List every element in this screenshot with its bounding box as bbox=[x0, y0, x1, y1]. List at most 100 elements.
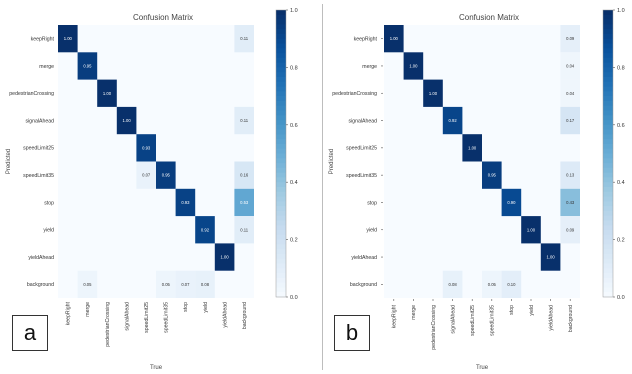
colorbar-segment bbox=[603, 177, 613, 183]
cell-value-label: 0.07 bbox=[142, 173, 151, 178]
x-tick-label: yield bbox=[203, 302, 209, 313]
colorbar-tick-label: 1.0 bbox=[290, 8, 298, 14]
colorbar-segment bbox=[276, 19, 286, 25]
cell-value-label: 0.08 bbox=[201, 282, 210, 287]
y-axis-label: Predicted bbox=[6, 149, 12, 174]
colorbar-segment bbox=[603, 163, 613, 169]
colorbar-segment bbox=[276, 43, 286, 49]
y-tick-label: stop bbox=[367, 200, 377, 206]
cell-value-label: 1.00 bbox=[123, 118, 132, 123]
matrix-cell bbox=[156, 270, 176, 298]
colorbar-segment bbox=[276, 48, 286, 54]
colorbar-tick-label: 1.0 bbox=[617, 8, 625, 14]
colorbar-segment bbox=[276, 287, 286, 293]
y-tick-label: speedLimit35 bbox=[346, 173, 377, 179]
colorbar-segment bbox=[276, 72, 286, 78]
matrix-cell bbox=[77, 52, 98, 80]
matrix-cell bbox=[442, 106, 463, 135]
cell-value-label: 0.08 bbox=[449, 282, 458, 287]
x-tick-label: stop bbox=[509, 305, 515, 315]
chart-title: Confusion Matrix bbox=[133, 13, 193, 22]
colorbar-segment bbox=[603, 287, 613, 293]
colorbar-segment bbox=[276, 220, 286, 226]
x-tick-label: signalAhead bbox=[450, 305, 456, 334]
colorbar-segment bbox=[276, 62, 286, 68]
colorbar-segment bbox=[276, 57, 286, 64]
y-tick-label: pedestrianCrossing bbox=[332, 91, 377, 97]
colorbar-segment bbox=[276, 186, 286, 193]
x-tick-label: keepRight bbox=[66, 301, 72, 325]
cell-value-label: 0.43 bbox=[566, 200, 575, 205]
panel-label-b: b bbox=[334, 315, 370, 351]
colorbar-segment bbox=[603, 273, 613, 279]
colorbar-segment bbox=[603, 67, 613, 73]
matrix-cell bbox=[442, 270, 463, 298]
confusion-matrix-a: Confusion Matrix 1.00 0.11 0.95 1.00 1.00 0.11… bbox=[6, 8, 298, 371]
cell-value-label: 0.13 bbox=[566, 173, 575, 178]
colorbar-segment bbox=[276, 230, 286, 236]
matrix-cell bbox=[560, 25, 580, 53]
colorbar-tick-label: 0.4 bbox=[617, 180, 625, 186]
matrix-cell bbox=[58, 25, 78, 53]
cell-value-label: 0.95 bbox=[488, 173, 497, 178]
colorbar-segment bbox=[603, 19, 613, 25]
cell-value-label: 0.05 bbox=[83, 282, 92, 287]
x-tick-label: pedestrianCrossing bbox=[105, 302, 111, 347]
colorbar-segment bbox=[276, 167, 286, 174]
y-tick-label: background bbox=[27, 282, 54, 288]
colorbar-segment bbox=[276, 33, 286, 40]
colorbar-segment bbox=[603, 167, 613, 174]
colorbar-segment bbox=[276, 253, 286, 260]
colorbar-segment bbox=[603, 292, 613, 298]
x-tick-label: yieldAhead bbox=[222, 302, 228, 328]
x-tick-label: yield bbox=[529, 305, 535, 316]
colorbar-segment bbox=[276, 234, 286, 241]
y-tick-label: merge bbox=[362, 64, 377, 70]
y-tick-label: keepRight bbox=[354, 36, 378, 42]
matrix-cell bbox=[540, 243, 561, 271]
x-tick-label: signalAhead bbox=[124, 302, 130, 331]
colorbar-segment bbox=[603, 148, 613, 154]
matrix-cell bbox=[234, 216, 254, 244]
cell-value-label: 0.09 bbox=[566, 227, 575, 232]
y-axis-label: Predicted bbox=[329, 149, 335, 174]
colorbar-segment bbox=[276, 53, 286, 59]
cell-value-label: 0.11 bbox=[240, 36, 249, 41]
colorbar-segment bbox=[276, 258, 286, 265]
colorbar-segment bbox=[603, 120, 613, 126]
colorbar-tick-label: 0.4 bbox=[290, 180, 298, 186]
colorbar-tick-label: 0.2 bbox=[617, 238, 625, 244]
colorbar-tick-label: 0.8 bbox=[617, 65, 625, 71]
matrix-cell bbox=[501, 270, 522, 298]
colorbar-segment bbox=[603, 282, 613, 288]
matrix-cell bbox=[136, 161, 156, 189]
matrix-cell bbox=[156, 161, 176, 189]
colorbar-segment bbox=[276, 143, 286, 150]
colorbar-segment bbox=[276, 191, 286, 198]
matrix-cell bbox=[234, 106, 254, 135]
cell-value-label: 0.90 bbox=[507, 200, 516, 205]
x-tick-label: merge bbox=[411, 305, 417, 320]
colorbar-segment bbox=[276, 201, 286, 207]
cell-value-label: 0.11 bbox=[240, 118, 249, 123]
y-tick-label: merge bbox=[39, 64, 54, 70]
y-tick-label: signalAhead bbox=[348, 118, 377, 124]
colorbar bbox=[602, 9, 614, 298]
cell-value-label: 0.16 bbox=[240, 173, 249, 178]
cell-value-label: 0.53 bbox=[240, 200, 249, 205]
x-axis-label: True bbox=[476, 365, 489, 371]
colorbar-segment bbox=[276, 96, 286, 102]
colorbar-segment bbox=[603, 62, 613, 68]
colorbar-segment bbox=[276, 182, 286, 188]
matrix-cell bbox=[136, 134, 156, 162]
colorbar-segment bbox=[276, 210, 286, 217]
matrix-cell bbox=[234, 161, 254, 189]
matrix-cell bbox=[482, 161, 502, 189]
matrix-cell bbox=[403, 52, 424, 80]
x-tick-label: keepRight bbox=[392, 304, 398, 328]
cell-value-label: 0.17 bbox=[566, 118, 575, 123]
colorbar-segment bbox=[276, 263, 286, 269]
colorbar-segment bbox=[603, 206, 613, 212]
y-tick-label: speedLimit25 bbox=[346, 146, 377, 152]
colorbar-segment bbox=[603, 196, 613, 202]
